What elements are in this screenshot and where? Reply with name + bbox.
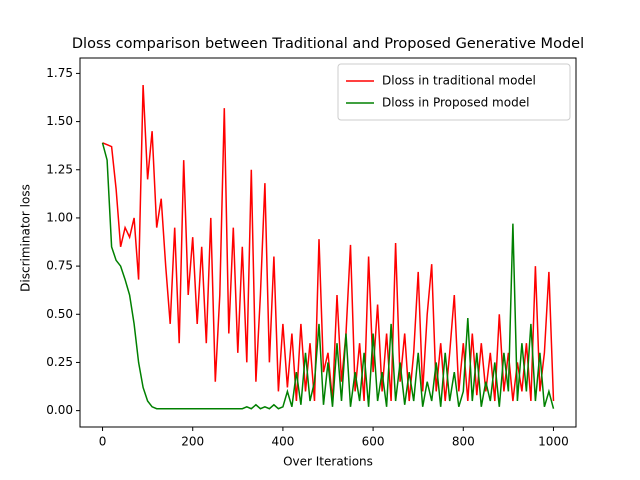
- x-axis-label: Over Iterations: [283, 455, 373, 469]
- y-tick-label: 0.25: [46, 355, 73, 369]
- y-tick-label: 1.75: [46, 66, 73, 80]
- x-tick-label: 600: [362, 435, 385, 449]
- y-tick-label: 0.50: [46, 307, 73, 321]
- series-line: [101, 142, 555, 410]
- chart-title: Dloss comparison between Traditional and…: [72, 36, 584, 52]
- legend-label: Dloss in Proposed model: [382, 96, 529, 110]
- x-tick-label: 1000: [538, 435, 569, 449]
- y-tick-label: 1.00: [46, 210, 73, 224]
- legend-label: Dloss in traditional model: [382, 74, 536, 88]
- y-tick-label: 1.25: [46, 162, 73, 176]
- y-axis-label: Discriminator loss: [19, 184, 33, 292]
- series-line: [102, 84, 555, 402]
- x-tick-label: 0: [99, 435, 107, 449]
- plot-frame: [79, 57, 577, 428]
- y-tick-label: 0.75: [46, 259, 73, 273]
- x-tick-label: 800: [452, 435, 475, 449]
- x-tick-label: 200: [181, 435, 204, 449]
- legend-box: [337, 63, 571, 121]
- y-tick-label: 0.00: [46, 403, 73, 417]
- y-tick-label: 1.50: [46, 114, 73, 128]
- x-tick-label: 400: [271, 435, 294, 449]
